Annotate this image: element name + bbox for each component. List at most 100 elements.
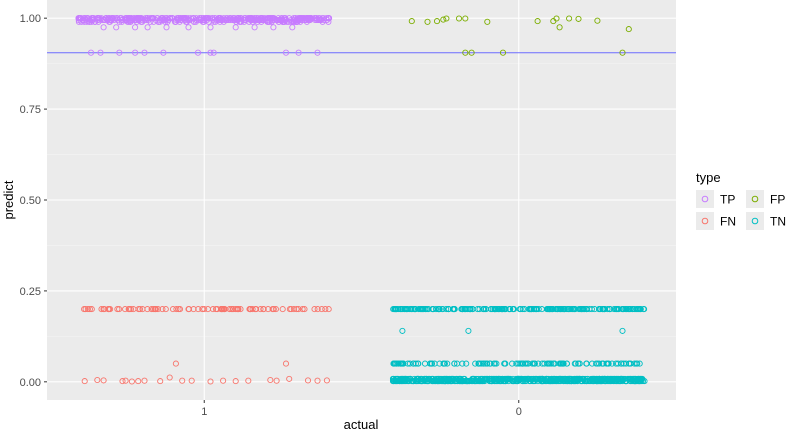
- data-point: [527, 306, 534, 313]
- data-point: [100, 24, 107, 31]
- data-point: [299, 306, 306, 313]
- data-point: [95, 18, 102, 25]
- data-point: [106, 18, 114, 25]
- data-point: [497, 378, 504, 385]
- data-point: [634, 378, 641, 385]
- data-point: [443, 15, 450, 22]
- data-point: [275, 18, 282, 25]
- data-point: [480, 360, 487, 367]
- data-point: [253, 306, 260, 313]
- data-point: [94, 376, 101, 384]
- data-point: [303, 18, 310, 25]
- data-point: [98, 16, 106, 24]
- data-point: [410, 360, 417, 367]
- data-point: [563, 306, 571, 313]
- data-point: [572, 360, 579, 367]
- y-tick-label: 1.00: [20, 13, 41, 25]
- data-point: [289, 24, 296, 31]
- data-point: [630, 378, 637, 385]
- data-point: [160, 49, 167, 56]
- data-point: [83, 18, 90, 25]
- data-point: [162, 306, 169, 313]
- data-point: [395, 360, 402, 367]
- data-point: [629, 306, 636, 313]
- data-point: [314, 16, 321, 24]
- data-point: [583, 378, 590, 385]
- data-point: [521, 306, 528, 313]
- data-point: [499, 306, 506, 313]
- data-point: [519, 378, 527, 385]
- data-point: [623, 306, 630, 313]
- data-point: [462, 15, 469, 22]
- data-point: [293, 18, 300, 25]
- data-point: [625, 26, 632, 33]
- data-point: [141, 377, 148, 384]
- data-point: [510, 306, 518, 313]
- data-point: [229, 306, 237, 313]
- data-point: [476, 378, 483, 385]
- data-point: [636, 360, 643, 367]
- data-point: [633, 306, 640, 313]
- data-point: [122, 377, 129, 384]
- data-point: [399, 327, 406, 334]
- data-point: [288, 306, 295, 313]
- data-point: [583, 360, 590, 367]
- data-point: [127, 18, 134, 25]
- data-point: [432, 306, 440, 313]
- data-point: [469, 378, 476, 385]
- data-point: [463, 360, 470, 367]
- data-point: [389, 378, 397, 385]
- data-point: [254, 18, 261, 25]
- data-point: [602, 378, 609, 385]
- data-point: [163, 24, 170, 31]
- data-point: [510, 378, 517, 385]
- data-point: [254, 16, 261, 24]
- data-point: [417, 306, 424, 313]
- legend-key: [701, 195, 709, 203]
- data-point: [638, 378, 645, 385]
- data-point: [406, 360, 413, 367]
- data-point: [640, 306, 647, 313]
- data-point: [556, 24, 563, 31]
- data-point: [594, 17, 601, 24]
- x-tick-label: 1: [201, 406, 207, 418]
- data-point: [266, 18, 273, 25]
- data-point: [550, 378, 557, 385]
- data-point: [185, 306, 193, 313]
- data-point: [553, 15, 560, 22]
- data-point: [280, 18, 287, 25]
- data-point: [105, 306, 112, 313]
- data-point: [620, 306, 627, 313]
- data-point: [575, 360, 582, 367]
- data-point: [543, 306, 550, 313]
- data-point: [323, 377, 330, 384]
- data-point: [607, 378, 614, 385]
- legend: type TP FP FN TN: [696, 170, 786, 230]
- data-point: [267, 376, 274, 384]
- data-point: [428, 360, 436, 367]
- y-tick-label: 0.50: [20, 195, 41, 207]
- data-point: [451, 360, 458, 367]
- legend-key: [751, 217, 759, 225]
- data-point: [218, 306, 225, 313]
- data-point: [564, 378, 571, 385]
- legend-key-background: [696, 190, 714, 208]
- data-point: [478, 378, 485, 385]
- data-point: [465, 327, 472, 334]
- data-point: [173, 306, 180, 313]
- legend-label: FN: [720, 215, 736, 229]
- data-point: [144, 24, 151, 31]
- data-point: [122, 306, 129, 313]
- data-point: [282, 360, 290, 367]
- data-point: [409, 306, 416, 313]
- data-point: [397, 306, 404, 313]
- data-point: [314, 306, 321, 313]
- data-point: [141, 49, 148, 56]
- data-point: [604, 306, 611, 313]
- data-point: [268, 18, 275, 25]
- data-point: [633, 360, 640, 367]
- data-point: [188, 377, 195, 384]
- data-point: [529, 378, 536, 385]
- data-point: [216, 18, 224, 25]
